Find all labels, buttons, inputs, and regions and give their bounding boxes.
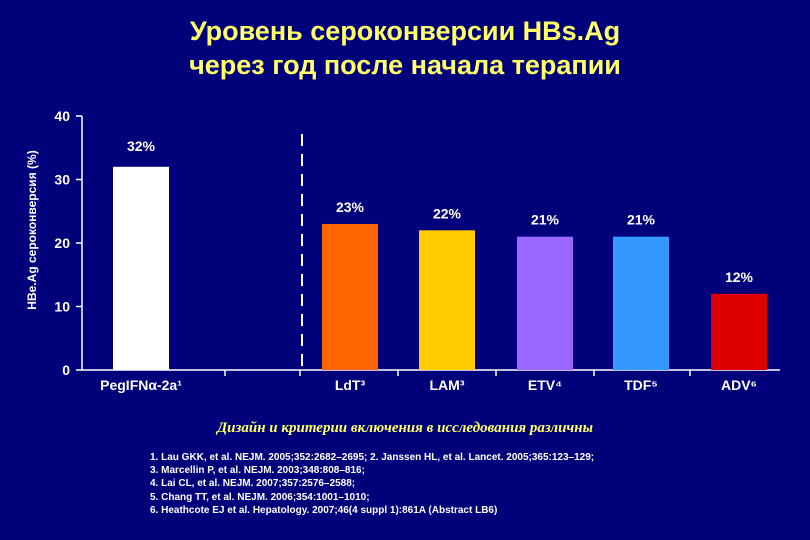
category-label: ETV⁴ [528, 377, 562, 393]
reference-line: 5. Chang TT, et al. NEJM. 2006;354:1001–… [150, 491, 370, 503]
data-label: 21% [627, 212, 656, 228]
bar [711, 293, 767, 370]
category-label: LdT³ [335, 377, 366, 393]
reference-line: 3. Marcellin P, et al. NEJM. 2003;348:80… [150, 465, 365, 477]
slide-title: Уровень сероконверсии HBs.Ag через год п… [0, 14, 810, 82]
design-note: Дизайн и критерии включения в исследован… [216, 420, 594, 436]
data-label: 22% [433, 205, 462, 221]
title-line-1: Уровень сероконверсии HBs.Ag [189, 16, 621, 46]
data-label: 21% [531, 212, 560, 228]
data-label: 12% [725, 269, 754, 285]
y-tick-label: 40 [54, 108, 70, 124]
y-tick-label: 0 [62, 362, 70, 378]
bar [322, 223, 378, 370]
y-tick-label: 20 [54, 235, 70, 251]
bar [517, 236, 573, 370]
y-tick-label: 10 [54, 299, 70, 315]
category-label: LAM³ [430, 377, 465, 393]
references: 1. Lau GKK, et al. NEJM. 2005;352:2682–2… [150, 451, 594, 517]
category-label: TDF⁵ [624, 377, 658, 393]
bar [419, 230, 475, 370]
bar [113, 166, 169, 370]
reference-line: 6. Heathcote EJ et al. Hepatology. 2007;… [150, 504, 498, 516]
y-tick-label: 30 [54, 172, 70, 188]
reference-line: 1. Lau GKK, et al. NEJM. 2005;352:2682–2… [150, 452, 595, 463]
data-label: 32% [127, 138, 156, 154]
title-line-2: через год после начала терапии [189, 50, 621, 80]
reference-line: 4. Lai CL, et al. NEJM. 2007;357:2576–25… [150, 478, 356, 490]
y-axis-title: HBe.Ag сероконверсия (%) [25, 150, 39, 309]
data-label: 23% [336, 199, 365, 215]
category-label: PegIFNα-2a¹ [100, 377, 182, 393]
bar-chart: 0 10 20 30 40 HBe.Ag сероконверсия (%) 32% PegI… [25, 108, 780, 393]
category-label: ADV⁶ [721, 377, 757, 393]
bar [613, 236, 669, 370]
